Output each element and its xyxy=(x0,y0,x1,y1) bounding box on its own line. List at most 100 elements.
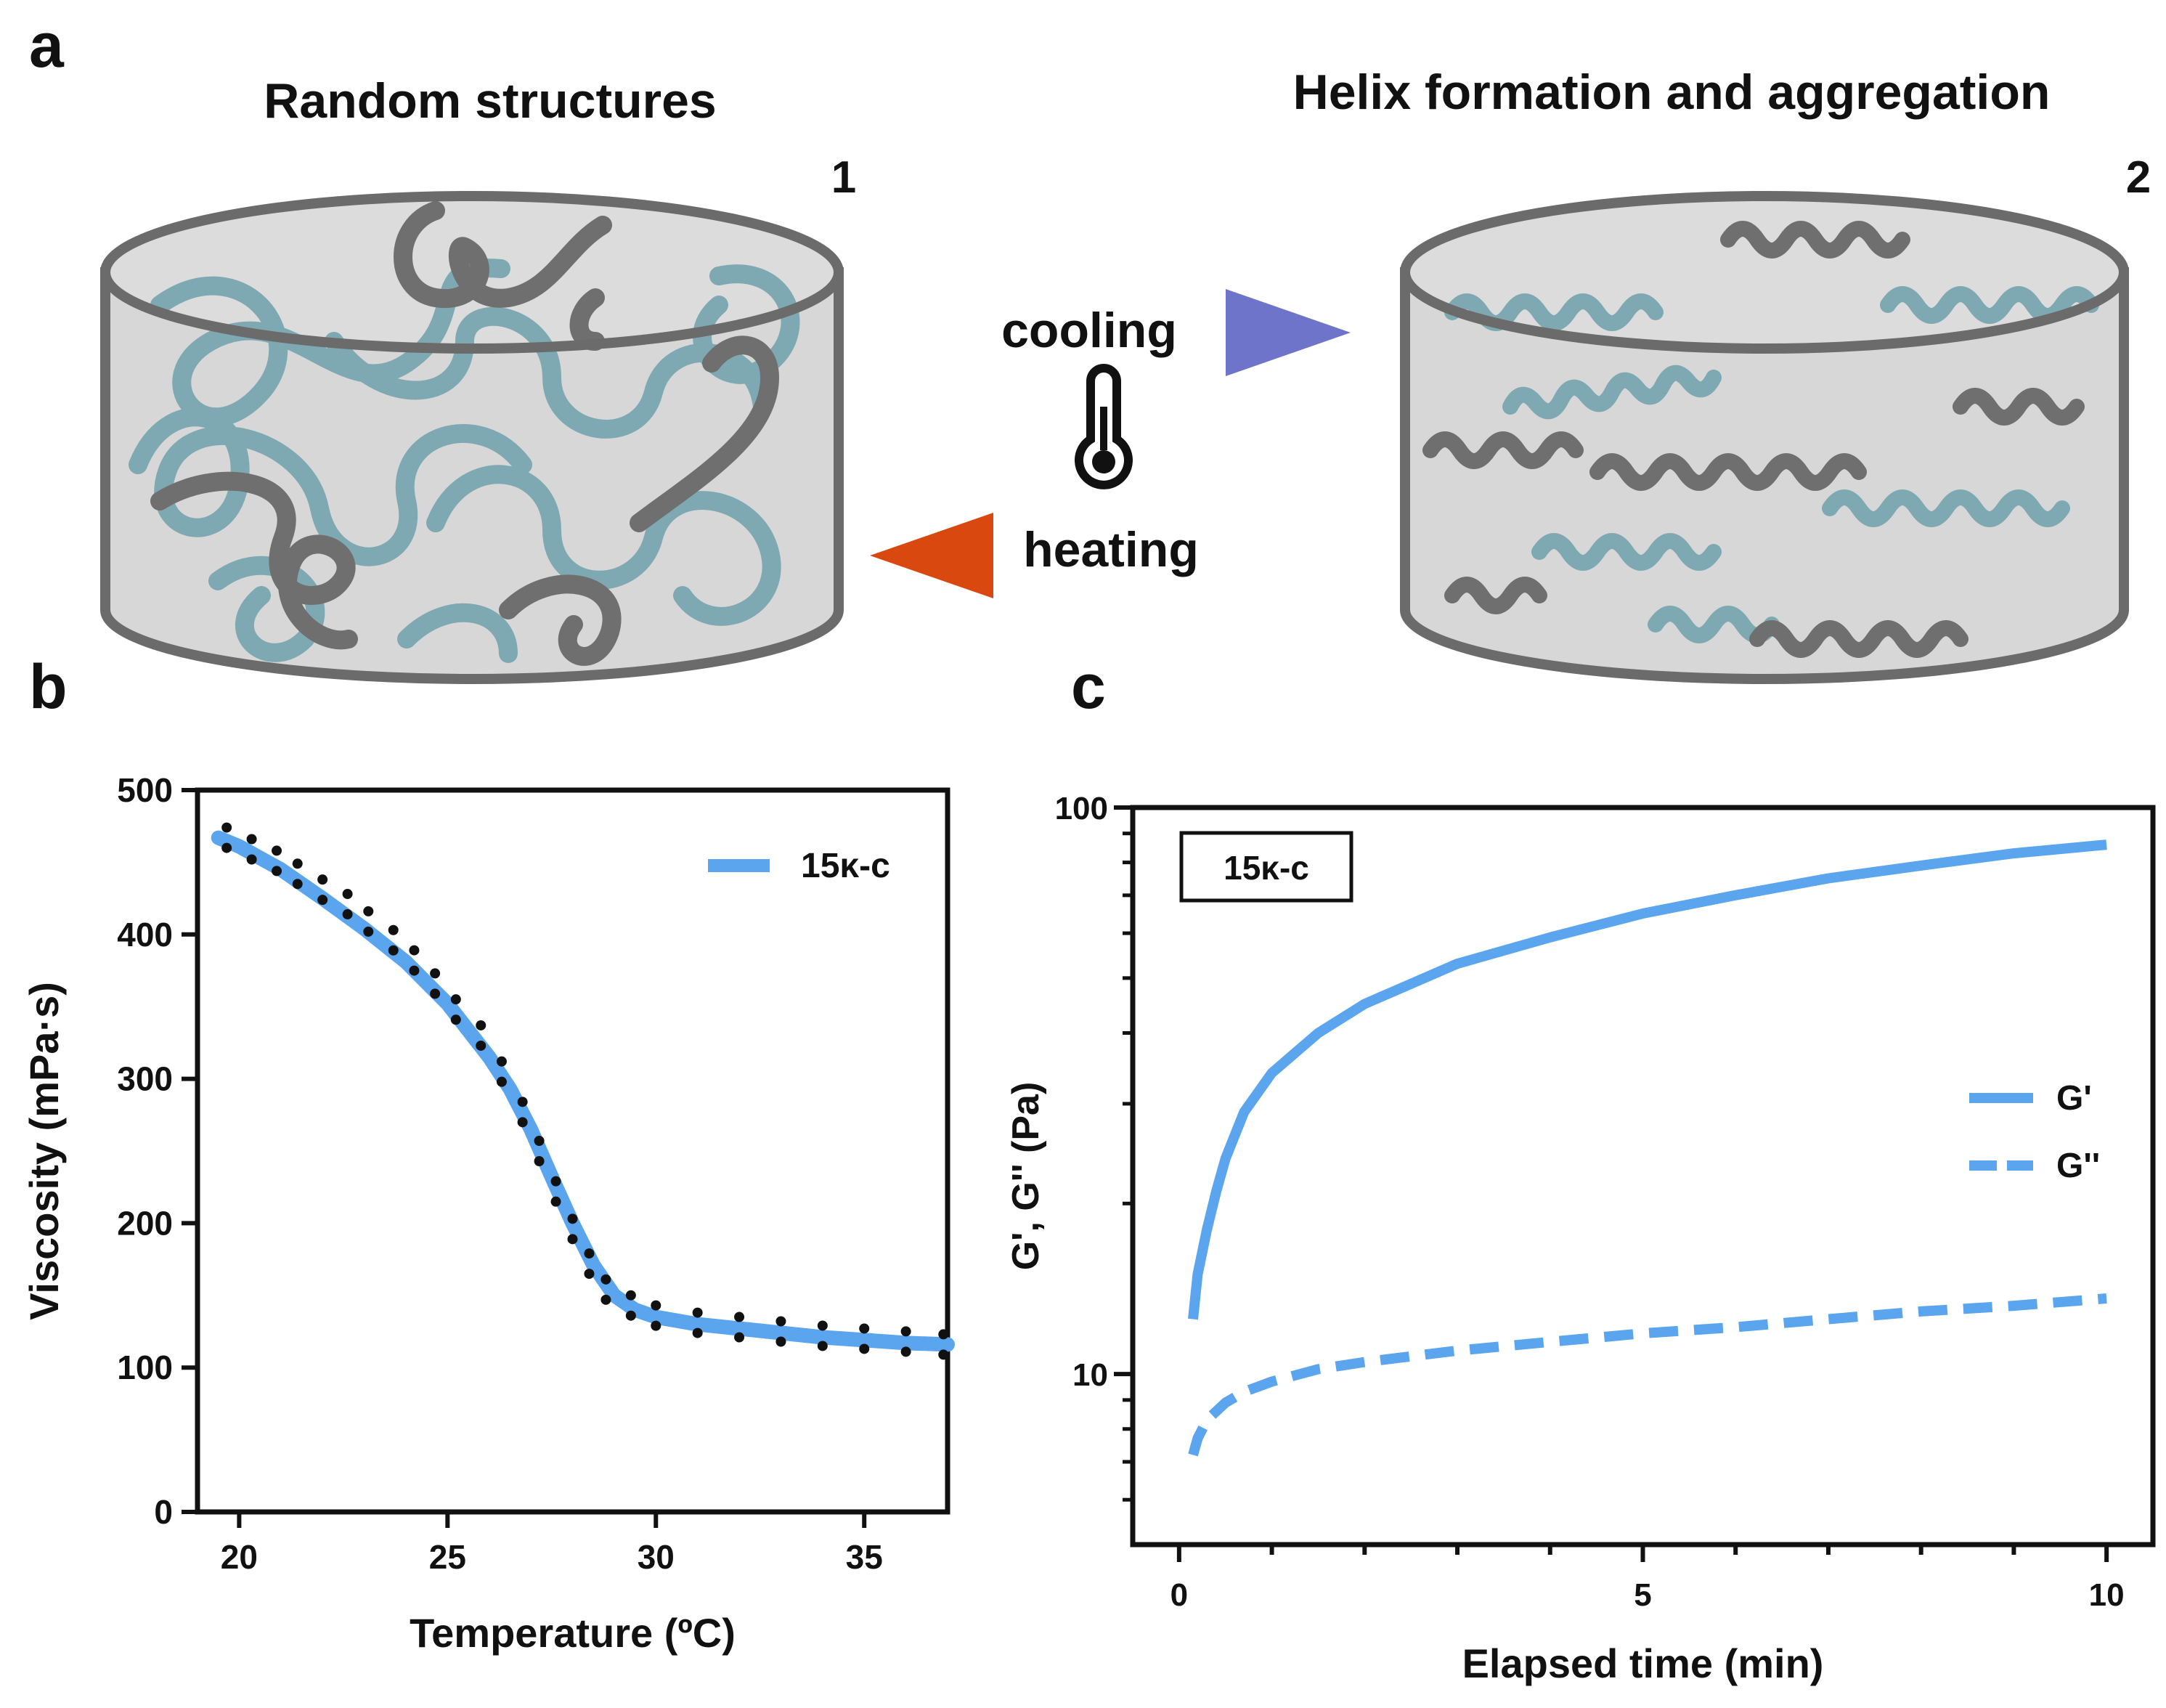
data-point xyxy=(221,842,232,853)
modulus-chart: 10 100 0 5 10 Elapsed time (min) G', G'' (Pa) 1… xyxy=(1005,791,2156,1686)
data-point xyxy=(292,858,303,869)
heating-arrow-icon xyxy=(870,513,993,598)
panel-a-letter: a xyxy=(29,11,65,81)
data-point xyxy=(534,1156,545,1166)
data-point xyxy=(496,1076,507,1087)
data-point xyxy=(600,1274,611,1285)
cooling-arrow-icon xyxy=(1226,289,1351,376)
y-tick-label: 100 xyxy=(117,1349,173,1386)
x-tick-label: 25 xyxy=(429,1538,466,1576)
data-point xyxy=(317,874,328,885)
sample-label: 15κ-c xyxy=(1224,849,1309,887)
data-point xyxy=(859,1343,870,1354)
left-gray-coils xyxy=(150,201,779,666)
sample-label-box xyxy=(1179,831,1353,903)
data-point xyxy=(517,1097,528,1107)
right-teal-helices xyxy=(1444,286,2099,643)
legend-label: 15κ-c xyxy=(801,847,890,885)
heating-label: heating xyxy=(1023,522,1199,577)
data-point xyxy=(734,1312,745,1322)
data-point xyxy=(317,895,328,906)
y-tick-label: 400 xyxy=(117,916,173,953)
data-point xyxy=(430,968,441,979)
data-point xyxy=(476,1040,486,1051)
data-point xyxy=(476,1020,486,1030)
data-point xyxy=(817,1341,828,1351)
data-point xyxy=(625,1290,636,1301)
data-point xyxy=(550,1196,561,1207)
data-point xyxy=(342,889,353,900)
data-point xyxy=(450,994,461,1005)
right-gray-helices xyxy=(1422,221,2085,658)
y-tick-label: 200 xyxy=(117,1204,173,1242)
right-container-back-rim-edge xyxy=(1400,191,2129,273)
data-point xyxy=(817,1320,828,1331)
data-point xyxy=(651,1300,661,1311)
panel-c: c 10 100 0 5 10 Elapsed time (min) G', G'' (Pa… xyxy=(1005,652,2156,1686)
data-point xyxy=(342,909,353,920)
panel-b-letter: b xyxy=(29,652,68,722)
left-teal-coils xyxy=(129,259,800,663)
panel-b: b 0 100 200 300 400 500 20 25 30 35 Temperature (º… xyxy=(21,652,955,1656)
data-point xyxy=(775,1316,786,1327)
data-point xyxy=(363,926,374,937)
y-axis-label: G', G'' (Pa) xyxy=(1005,1082,1047,1271)
data-point xyxy=(272,845,282,856)
thermometer-icon xyxy=(1075,364,1133,489)
data-point xyxy=(409,945,420,956)
data-point xyxy=(625,1310,636,1321)
data-point xyxy=(567,1213,578,1224)
y-axis-label: Viscosity (mPa·s) xyxy=(21,982,67,1320)
data-point xyxy=(517,1117,528,1128)
data-point xyxy=(496,1056,507,1067)
data-point xyxy=(388,945,399,956)
series-line-g-double-prime xyxy=(1188,1293,2107,1457)
y-tick-label: 500 xyxy=(117,771,173,809)
data-point xyxy=(221,822,232,833)
data-point xyxy=(734,1332,745,1343)
data-point xyxy=(550,1176,561,1187)
series-line-15k-c xyxy=(211,830,955,1352)
x-axis-label: Elapsed time (min) xyxy=(1462,1640,1824,1686)
y-tick-label: 10 xyxy=(1072,1357,1108,1393)
data-point xyxy=(900,1326,911,1337)
data-point xyxy=(900,1346,911,1357)
data-point xyxy=(246,834,257,845)
series-line-g-prime xyxy=(1188,839,2107,1320)
y-tick-label: 100 xyxy=(1055,791,1108,826)
data-point xyxy=(692,1327,703,1338)
data-point xyxy=(938,1349,949,1360)
data-point xyxy=(584,1269,595,1280)
x-tick-label: 30 xyxy=(638,1538,675,1576)
x-tick-label: 10 xyxy=(2089,1577,2125,1613)
left-container-front-rim xyxy=(100,272,844,354)
data-point xyxy=(430,988,441,999)
data-point xyxy=(388,924,399,935)
panel-c-letter: c xyxy=(1071,652,1106,722)
x-tick-label: 0 xyxy=(1170,1577,1188,1613)
data-point xyxy=(246,854,257,865)
data-point xyxy=(292,879,303,890)
y-tick-label: 300 xyxy=(117,1060,173,1098)
panel-a: a Random structures Helix formation and … xyxy=(29,11,2151,684)
data-point xyxy=(651,1320,661,1331)
data-point xyxy=(409,965,420,976)
data-point xyxy=(692,1307,703,1318)
y-tick-label: 0 xyxy=(154,1493,173,1531)
right-container-number: 2 xyxy=(2126,152,2151,203)
legend-label-g-prime: G' xyxy=(2056,1079,2092,1118)
right-container-front-rim xyxy=(1400,272,2129,354)
data-point xyxy=(600,1294,611,1305)
random-structures-container xyxy=(100,191,844,684)
left-container-title: Random structures xyxy=(264,73,716,129)
left-container-number: 1 xyxy=(831,152,856,203)
x-axis-label: Temperature (ºC) xyxy=(410,1610,736,1656)
data-point xyxy=(859,1323,870,1334)
left-container-back-rim-edge xyxy=(100,191,844,273)
x-tick-label: 35 xyxy=(846,1538,883,1576)
plot-frame xyxy=(195,787,950,1515)
data-point xyxy=(775,1336,786,1347)
cooling-label: cooling xyxy=(1001,303,1177,358)
data-point xyxy=(534,1136,545,1146)
